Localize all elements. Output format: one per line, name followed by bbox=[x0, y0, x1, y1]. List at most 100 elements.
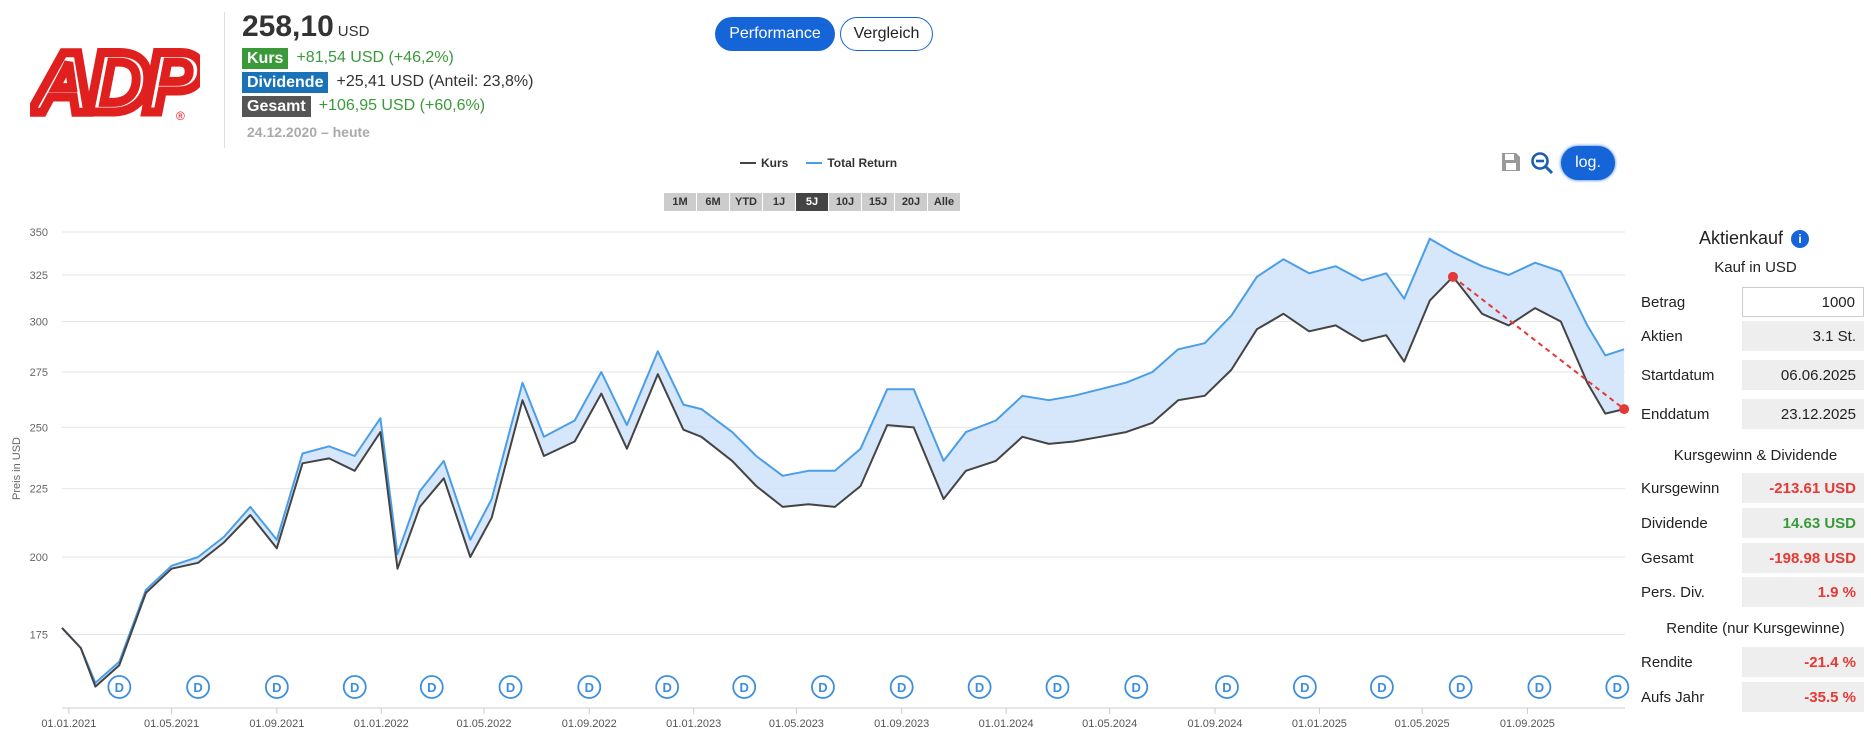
x-tick-label: 01.01.2022 bbox=[354, 718, 409, 730]
aktien-row: Aktien 3.1 St. bbox=[1641, 321, 1864, 351]
dividend-marker-label: D bbox=[897, 680, 906, 695]
y-axis-label: Preis in USD bbox=[11, 437, 23, 500]
y-tick-label: 275 bbox=[30, 367, 48, 379]
dividend-marker-icon bbox=[1292, 675, 1317, 699]
dividend-marker-icon bbox=[655, 675, 680, 699]
kursgewinn-value: -213.61 USD bbox=[1742, 473, 1864, 503]
dividend-marker-label: D bbox=[1613, 680, 1622, 695]
startdatum-row: Startdatum 06.06.2025 bbox=[1641, 360, 1864, 390]
persdiv-row: Pers. Div. 1.9 % bbox=[1641, 577, 1864, 607]
x-tick-label: 01.01.2024 bbox=[979, 718, 1034, 730]
dividend-marker-icon bbox=[577, 675, 602, 699]
panel-subtitle: Kauf in USD bbox=[1714, 259, 1797, 276]
x-tick-label: 01.05.2021 bbox=[144, 718, 199, 730]
betrag-row: Betrag 1000 bbox=[1641, 287, 1864, 317]
dividend-marker-label: D bbox=[272, 680, 281, 695]
dividend-marker-label: D bbox=[1053, 680, 1062, 695]
dividende-row: Dividende +25,41 USD (Anteil: 23,8%) bbox=[242, 71, 533, 93]
gesamt-tag: Gesamt bbox=[242, 95, 311, 117]
range-5j[interactable]: 5J bbox=[796, 193, 828, 211]
rendite-row: Rendite -21.4 % bbox=[1641, 647, 1864, 677]
dividend-marker-label: D bbox=[1535, 680, 1544, 695]
dividend-marker-icon bbox=[732, 675, 757, 699]
dividend-marker-label: D bbox=[1377, 680, 1386, 695]
dividend-marker-label: D bbox=[818, 680, 827, 695]
dividend-marker-label: D bbox=[115, 680, 124, 695]
dividend-marker-icon bbox=[264, 675, 289, 699]
performance-button[interactable]: Performance bbox=[715, 17, 835, 51]
x-tick-label: 01.09.2021 bbox=[249, 718, 304, 730]
range-alle[interactable]: Alle bbox=[928, 193, 960, 211]
save-icon[interactable] bbox=[1500, 151, 1522, 173]
dividend-marker-label: D bbox=[1132, 680, 1141, 695]
y-tick-label: 300 bbox=[30, 317, 48, 329]
enddatum-value[interactable]: 23.12.2025 bbox=[1742, 399, 1864, 429]
x-tick-label: 01.09.2025 bbox=[1500, 718, 1555, 730]
price-value: 258,10 bbox=[242, 10, 334, 43]
fill-between-area bbox=[62, 238, 1625, 687]
range-6m[interactable]: 6M bbox=[697, 193, 729, 211]
current-price: 258,10 USD bbox=[242, 10, 369, 44]
y-tick-label: 350 bbox=[30, 227, 48, 239]
kurs-tag: Kurs bbox=[242, 47, 289, 69]
panel-title: Aktienkauf i bbox=[1699, 228, 1810, 249]
dividende-change: +25,41 USD (Anteil: 23,8%) bbox=[336, 73, 534, 90]
gesamt-row: Gesamt +106,95 USD (+60,6%) bbox=[242, 95, 485, 117]
range-1m[interactable]: 1M bbox=[664, 193, 696, 211]
dividend-marker-icon bbox=[1370, 675, 1394, 699]
dividend-marker-label: D bbox=[975, 680, 984, 695]
dividend-marker-icon bbox=[1124, 675, 1149, 699]
dividend-marker-icon bbox=[1605, 675, 1630, 699]
logo-text: ADP bbox=[30, 42, 200, 122]
dividend-marker-label: D bbox=[1300, 680, 1309, 695]
y-tick-label: 175 bbox=[30, 630, 48, 642]
range-ytd[interactable]: YTD bbox=[730, 193, 762, 211]
dividend-marker-icon bbox=[967, 675, 992, 699]
legend-total-return[interactable]: Total Return bbox=[806, 156, 897, 170]
dividende-panel-row: Dividende 14.63 USD bbox=[1641, 508, 1864, 538]
zoom-out-icon[interactable] bbox=[1530, 151, 1554, 175]
range-1j[interactable]: 1J bbox=[763, 193, 795, 211]
range-selector: 1M 6M YTD 1J 5J 10J 15J 20J Alle bbox=[664, 193, 960, 211]
kurs-series-line bbox=[61, 275, 1625, 688]
x-tick-label: 01.05.2023 bbox=[769, 718, 824, 730]
dividend-marker-label: D bbox=[740, 680, 749, 695]
x-tick-label: 01.09.2023 bbox=[874, 718, 929, 730]
aufsjahr-row: Aufs Jahr -35.5 % bbox=[1641, 682, 1864, 712]
info-icon[interactable]: i bbox=[1791, 229, 1810, 248]
dividend-marker-icon bbox=[1215, 675, 1239, 699]
dividend-marker-icon bbox=[107, 675, 132, 699]
y-tick-label: 225 bbox=[30, 484, 48, 496]
gesamt-panel-row: Gesamt -198.98 USD bbox=[1641, 543, 1864, 573]
aktien-value: 3.1 St. bbox=[1742, 321, 1864, 351]
purchase-dashed-line bbox=[1452, 276, 1625, 410]
kurs-row: Kurs +81,54 USD (+46,2%) bbox=[242, 47, 454, 69]
dividend-marker-label: D bbox=[506, 680, 515, 695]
dividend-marker-icon bbox=[342, 675, 367, 699]
startdatum-value[interactable]: 06.06.2025 bbox=[1742, 360, 1864, 390]
dividende-panel-value: 14.63 USD bbox=[1742, 508, 1864, 538]
dividend-marker-icon bbox=[811, 675, 835, 699]
x-tick-label: 01.01.2023 bbox=[666, 718, 721, 730]
betrag-input[interactable]: 1000 bbox=[1742, 287, 1864, 317]
log-scale-button[interactable]: log. bbox=[1561, 146, 1615, 180]
adp-logo: ADP ® bbox=[30, 42, 200, 122]
persdiv-value: 1.9 % bbox=[1742, 577, 1864, 607]
x-tick-label: 01.05.2022 bbox=[456, 718, 511, 730]
vergleich-button[interactable]: Vergleich bbox=[840, 17, 933, 51]
range-15j[interactable]: 15J bbox=[862, 193, 894, 211]
purchase-start-point bbox=[1447, 271, 1458, 282]
dividend-marker-icon bbox=[889, 675, 914, 699]
range-10j[interactable]: 10J bbox=[829, 193, 861, 211]
header-divider bbox=[224, 12, 225, 148]
purchase-end-point bbox=[1619, 404, 1630, 415]
y-tick-label: 250 bbox=[30, 422, 48, 434]
dividend-marker-label: D bbox=[662, 680, 671, 695]
dividende-tag: Dividende bbox=[242, 71, 329, 93]
range-20j[interactable]: 20J bbox=[895, 193, 927, 211]
section-rendite: Rendite (nur Kursgewinne) bbox=[1666, 620, 1845, 637]
rendite-value: -21.4 % bbox=[1742, 647, 1864, 677]
dividend-marker-icon bbox=[1448, 675, 1473, 699]
price-chart[interactable]: 175 200 225 250 275 300 325 350 Preis in USD 01.0… bbox=[0, 220, 1630, 742]
legend-kurs[interactable]: Kurs bbox=[740, 156, 788, 170]
